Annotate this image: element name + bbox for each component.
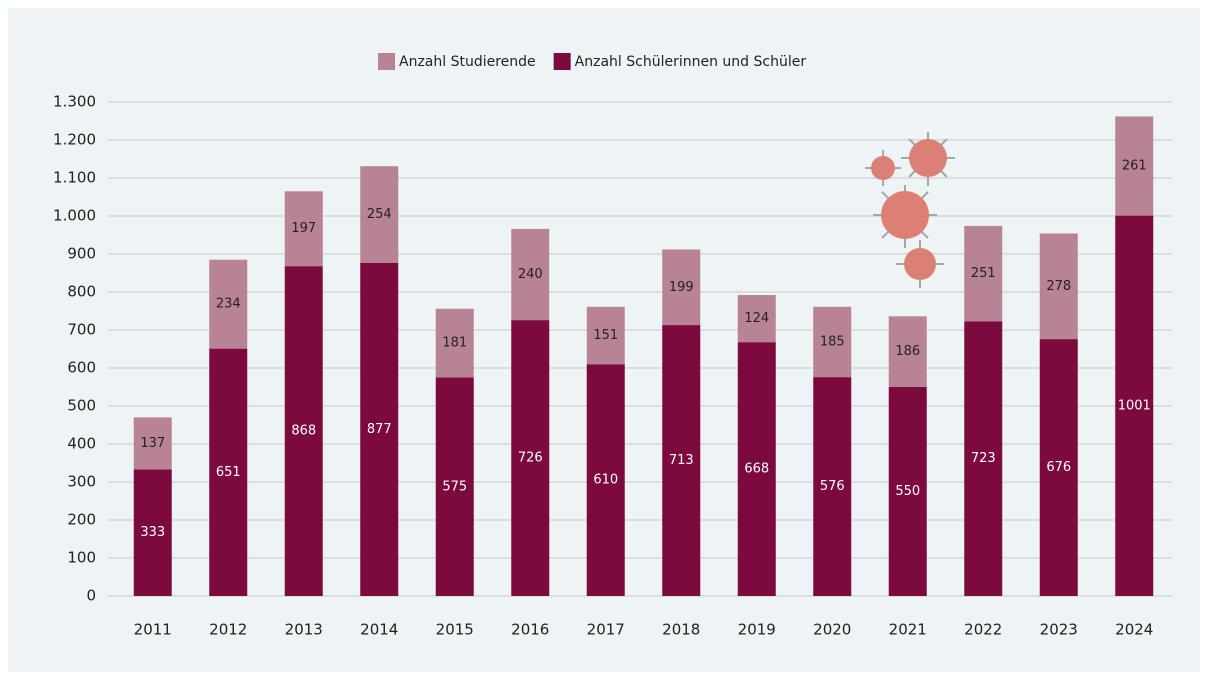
bar-segment [360,262,399,596]
value-label: 576 [820,479,845,494]
value-label: 181 [442,336,467,351]
bar-segment [511,228,550,321]
bar-segment [1039,339,1078,596]
value-label: 877 [367,422,392,437]
bar-segment [586,364,625,596]
x-tick-label: 2022 [964,621,1002,639]
legend-label: Anzahl Studierende [399,54,536,70]
bar-segment [435,377,474,596]
value-label: 713 [669,453,694,468]
bar-segment [133,469,172,596]
value-label: 723 [971,451,996,466]
y-tick-label: 300 [67,473,96,491]
value-label: 251 [971,266,996,281]
bar-segment [511,320,550,596]
bar-segment [435,308,474,378]
y-tick-label: 200 [67,511,96,529]
value-label: 610 [593,473,618,488]
virus-illustration [865,132,955,288]
y-tick-label: 600 [67,359,96,377]
x-tick-label: 2014 [360,621,398,639]
x-tick-label: 2023 [1040,621,1078,639]
value-label: 254 [367,207,392,222]
y-tick-label: 1.200 [53,131,96,149]
bar-segment [284,191,323,267]
bar-segment [284,266,323,596]
value-label: 726 [518,451,543,466]
y-tick-label: 1.000 [53,207,96,225]
x-tick-label: 2024 [1115,621,1153,639]
bar-segment [586,306,625,365]
legend-label: Anzahl Schülerinnen und Schüler [575,54,807,70]
value-label: 575 [442,479,467,494]
x-tick-label: 2011 [134,621,172,639]
y-tick-label: 800 [67,283,96,301]
y-tick-label: 100 [67,549,96,567]
y-tick-label: 700 [67,321,96,339]
bar-segment [737,342,776,596]
value-label: 550 [895,484,920,499]
x-tick-label: 2020 [813,621,851,639]
x-tick-label: 2013 [285,621,323,639]
bar-segment [209,259,248,349]
bar-segment [813,377,852,596]
bar-segment [360,166,399,263]
value-label: 676 [1046,460,1071,475]
value-label: 333 [140,525,165,540]
x-tick-label: 2016 [511,621,549,639]
bar-segment [1039,233,1078,340]
bar-segment [888,316,927,387]
bar-segment [209,348,248,596]
bar-segment [964,225,1003,322]
value-label: 651 [216,465,241,480]
value-label: 199 [669,280,694,295]
value-label: 197 [291,221,316,236]
value-label: 151 [593,328,618,343]
y-tick-label: 1.100 [53,169,96,187]
bar-segment [964,321,1003,596]
legend-swatch [553,53,571,70]
bar-segment [662,249,701,326]
value-label: 186 [895,344,920,359]
bar-segment [133,417,172,470]
value-label: 240 [518,267,543,282]
value-label: 124 [744,311,769,326]
bar-segment [737,295,776,343]
bar-segment [662,325,701,596]
value-label: 185 [820,334,845,349]
y-tick-label: 500 [67,397,96,415]
bar-segment [813,306,852,378]
x-tick-label: 2018 [662,621,700,639]
value-label: 278 [1046,279,1071,294]
y-tick-label: 0 [86,587,96,605]
value-label: 1001 [1118,398,1151,413]
legend-swatch [378,53,395,70]
value-label: 234 [216,297,241,312]
bar-segment [1115,215,1154,596]
value-label: 668 [744,462,769,477]
value-label: 137 [140,436,165,451]
x-tick-label: 2012 [209,621,247,639]
y-tick-label: 400 [67,435,96,453]
x-tick-label: 2021 [889,621,927,639]
bar-segment [1115,116,1154,216]
y-tick-label: 900 [67,245,96,263]
x-tick-label: 2015 [436,621,474,639]
value-label: 261 [1122,159,1147,174]
x-tick-label: 2019 [738,621,776,639]
x-tick-label: 2017 [587,621,625,639]
value-label: 868 [291,424,316,439]
bar-segment [888,387,927,596]
y-tick-label: 1.300 [53,93,96,111]
